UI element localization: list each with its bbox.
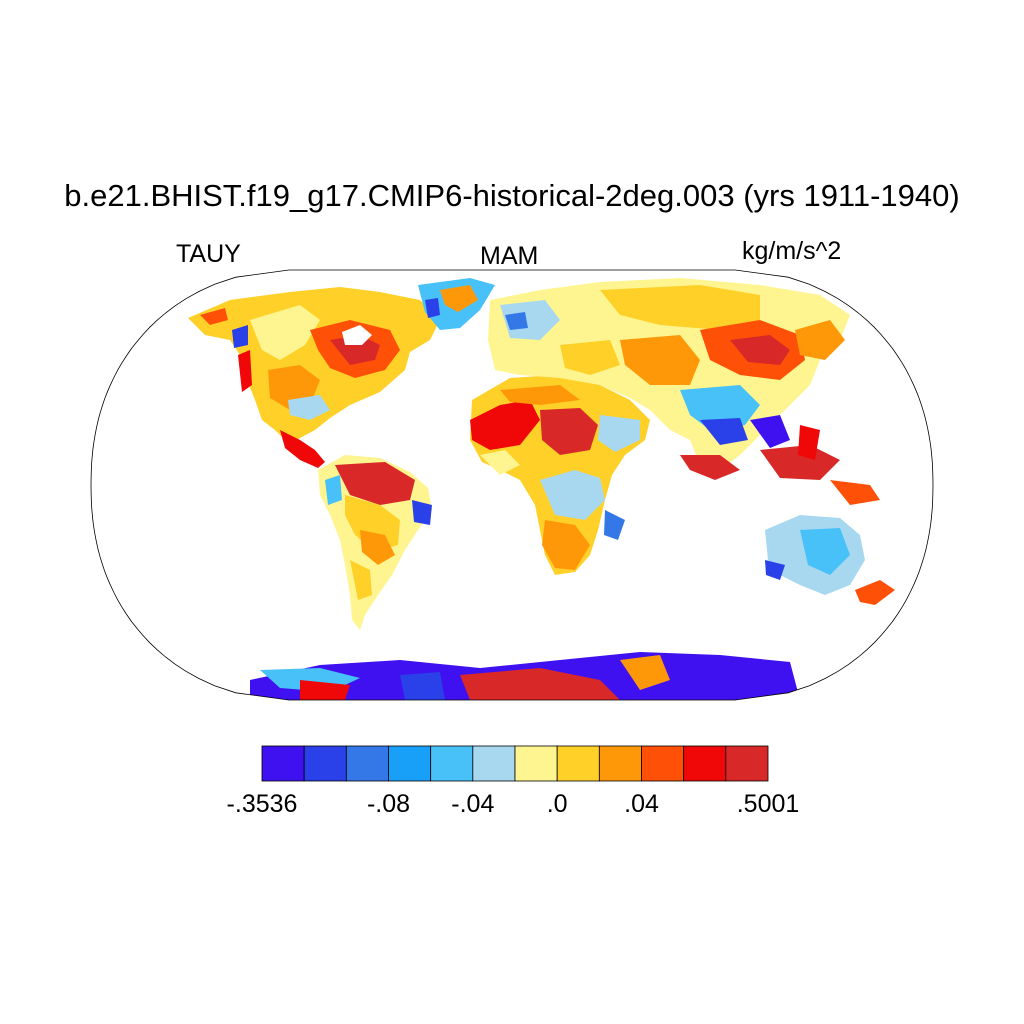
africa-landmass — [470, 375, 650, 575]
colorbar-tick-label: .04 — [624, 790, 659, 818]
colorbar-box — [598, 745, 642, 782]
colorbar-box — [388, 745, 432, 782]
colorbar-tick-label: -.04 — [451, 790, 495, 818]
greenland-landmass — [418, 278, 495, 330]
north-america-landmass — [188, 287, 440, 468]
australia-landmass — [765, 515, 895, 605]
colorbar-box — [430, 745, 474, 782]
colorbar-box — [303, 745, 347, 782]
colorbar-box — [261, 745, 305, 782]
colorbar-box — [725, 745, 769, 782]
south-america-landmass — [318, 455, 432, 630]
colorbar-box — [556, 745, 600, 782]
colorbar-tick-label: .5001 — [736, 790, 800, 818]
antarctica-landmass — [250, 652, 800, 700]
map-boundary — [90, 269, 934, 701]
units-label: kg/m/s^2 — [742, 237, 842, 265]
colorbar-box — [514, 745, 558, 782]
colorbar-tick-label: -.3536 — [226, 790, 298, 818]
colorbar-box — [641, 745, 685, 782]
colorbar-tick-label: -.08 — [366, 790, 411, 818]
colorbar-box — [345, 745, 389, 782]
variable-label: TAUY — [176, 240, 241, 268]
colorbar-box — [472, 745, 516, 782]
eurasia-landmass — [488, 278, 880, 505]
colorbar-tick-label: .0 — [546, 790, 568, 818]
season-label: MAM — [480, 242, 539, 270]
colorbar-box — [683, 745, 727, 782]
plot-title: b.e21.BHIST.f19_g17.CMIP6-historical-2de… — [64, 178, 960, 213]
